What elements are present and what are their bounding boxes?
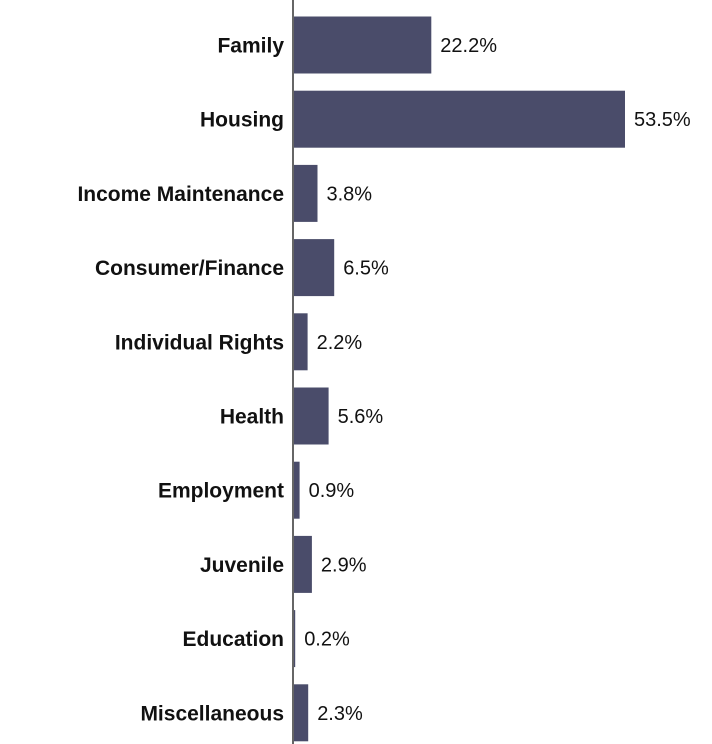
value-label: 3.8% — [327, 183, 373, 205]
bar-housing — [294, 90, 625, 148]
value-label: 5.6% — [338, 406, 384, 428]
value-label: 2.2% — [317, 332, 363, 354]
category-label: Health — [220, 406, 284, 429]
category-label: Miscellaneous — [140, 702, 284, 725]
value-label: 0.2% — [304, 629, 350, 651]
category-labels-group: Family Housing Income Maintenance Consumer/… — [77, 35, 284, 726]
bar-health — [294, 387, 329, 445]
category-label: Individual Rights — [115, 331, 284, 354]
bar-family — [294, 16, 432, 74]
value-label: 53.5% — [634, 109, 691, 131]
category-label: Family — [217, 35, 284, 58]
bar-juvenile — [294, 535, 312, 593]
value-label: 22.2% — [440, 35, 497, 57]
category-label: Income Maintenance — [77, 183, 284, 206]
bars-group — [294, 16, 625, 742]
value-label: 2.3% — [317, 703, 363, 725]
value-label: 0.9% — [309, 480, 355, 502]
bar-consumer-finance — [294, 239, 335, 297]
category-label: Housing — [200, 109, 284, 132]
bar-income-maintenance — [294, 164, 318, 222]
category-label: Education — [182, 628, 284, 651]
bar-individual-rights — [294, 313, 308, 371]
category-label: Employment — [158, 480, 284, 503]
category-label: Juvenile — [200, 554, 284, 577]
value-label: 6.5% — [343, 258, 389, 280]
category-label: Consumer/Finance — [95, 257, 284, 280]
bar-education — [294, 610, 296, 668]
value-label: 2.9% — [321, 554, 367, 576]
bar-miscellaneous — [294, 684, 309, 742]
value-labels-group: 22.2% 53.5% 3.8% 6.5% 2.2% 5.6% 0.9% 2.9% 0.2% 2.… — [304, 35, 691, 725]
bar-employment — [294, 461, 300, 519]
